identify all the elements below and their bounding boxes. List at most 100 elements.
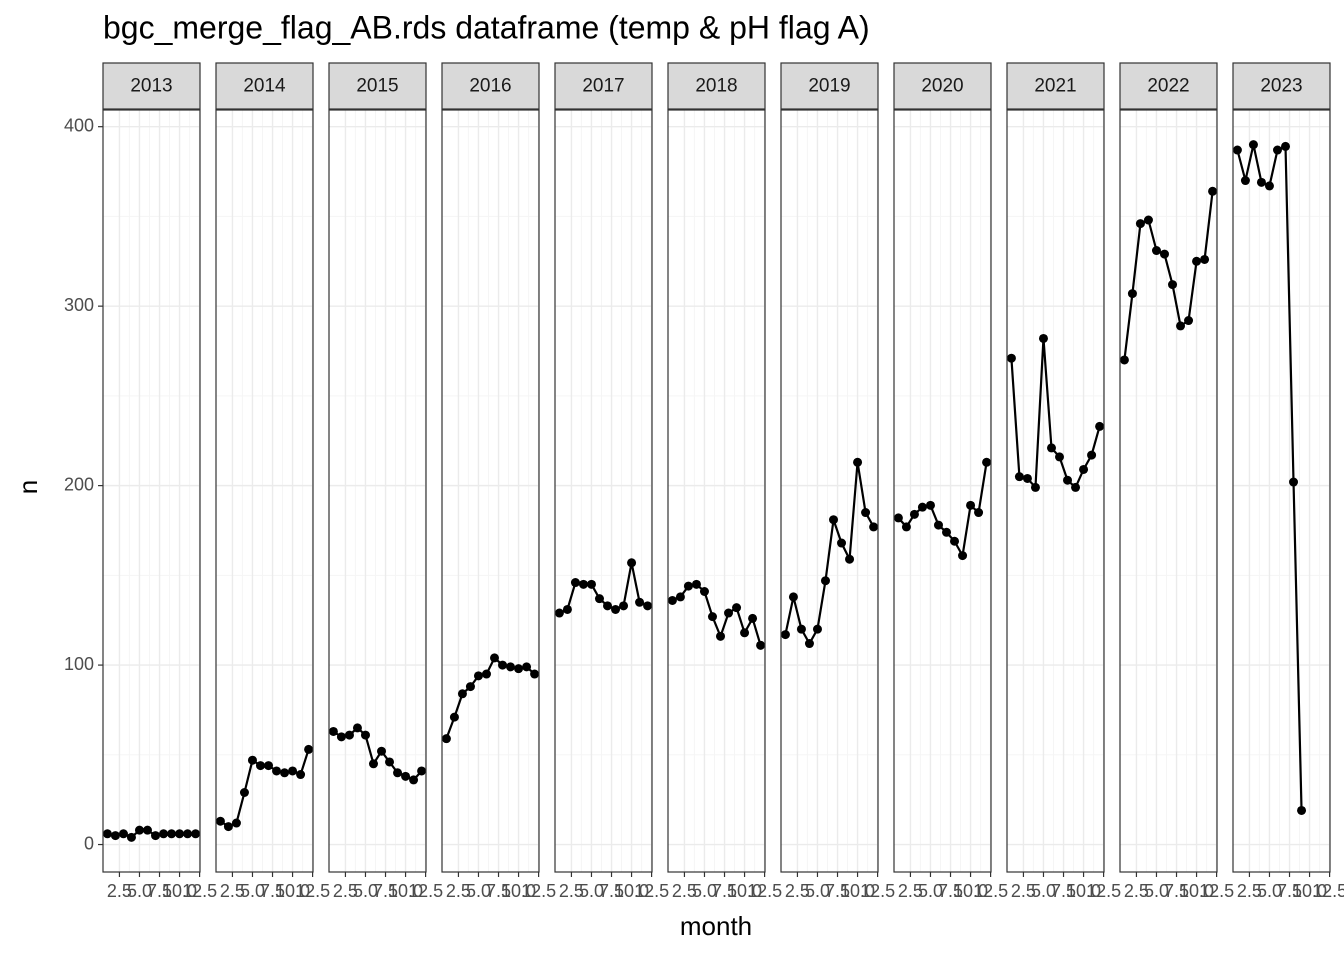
panel-border [893, 109, 992, 873]
data-point [473, 671, 483, 681]
panel-background [1120, 110, 1217, 872]
x-tick-label: 7.5 [373, 881, 398, 901]
data-point [707, 612, 717, 622]
data-point [159, 829, 169, 839]
strip-label: 2022 [1147, 76, 1189, 97]
panel-border [1232, 109, 1331, 873]
panel-background [216, 110, 313, 872]
x-tick-label: 5.0 [805, 881, 830, 901]
data-point [958, 551, 968, 561]
x-tick-label: 12.5 [860, 881, 895, 901]
x-tick-label: 5.0 [240, 881, 265, 901]
x-tick-label: 2.5 [446, 881, 471, 901]
data-point [191, 829, 201, 839]
x-tick-label: 12.5 [295, 881, 330, 901]
data-point [611, 604, 621, 614]
data-point [1159, 249, 1169, 259]
x-tick-label: 7.5 [712, 881, 737, 901]
data-point [231, 818, 241, 828]
x-tick-label: 12.5 [408, 881, 443, 901]
data-point [344, 730, 354, 740]
data-point [264, 761, 274, 771]
data-point [1071, 482, 1081, 492]
x-tick-label: 5.0 [1031, 881, 1056, 901]
data-point [1168, 280, 1178, 290]
x-tick-label: 7.5 [825, 881, 850, 901]
data-point [239, 787, 249, 797]
data-point [869, 522, 879, 532]
data-point [1014, 472, 1024, 482]
data-point [102, 829, 112, 839]
x-tick-label: 5.0 [1257, 881, 1282, 901]
x-tick-label: 10.0 [1292, 881, 1327, 901]
x-tick-label: 2.5 [672, 881, 697, 901]
x-tick-label: 2.5 [559, 881, 584, 901]
data-point [586, 579, 596, 589]
data-point [1200, 254, 1210, 264]
data-point [368, 759, 378, 769]
data-point [788, 592, 798, 602]
data-point [804, 639, 814, 649]
data-point [909, 509, 919, 519]
data-point [304, 744, 314, 754]
data-point [151, 831, 161, 841]
data-point [352, 723, 362, 733]
data-point [820, 576, 830, 586]
data-point [385, 757, 395, 767]
data-point [328, 726, 338, 736]
y-tick-label: 300 [64, 295, 94, 315]
data-point [441, 734, 451, 744]
x-tick-label: 2.5 [1237, 881, 1262, 901]
strip [328, 62, 427, 110]
data-point [1063, 475, 1073, 485]
x-tick-label: 12.5 [521, 881, 556, 901]
panel-border [215, 109, 314, 873]
data-point [562, 604, 572, 614]
data-point [1079, 464, 1089, 474]
strip [215, 62, 314, 110]
x-tick-label: 12.5 [1086, 881, 1121, 901]
data-point [1151, 246, 1161, 256]
data-point [1297, 805, 1307, 815]
x-tick-label: 12.5 [747, 881, 782, 901]
x-tick-label: 7.5 [1164, 881, 1189, 901]
panel-border [328, 109, 427, 873]
y-tick-label: 0 [84, 833, 94, 853]
data-point [167, 829, 177, 839]
data-point [1264, 181, 1274, 191]
strip [780, 62, 879, 110]
strip [1232, 62, 1331, 110]
panel-background [1233, 110, 1330, 872]
x-tick-label: 7.5 [599, 881, 624, 901]
data-point [925, 500, 935, 510]
data-point [215, 816, 225, 826]
x-tick-label: 12.5 [973, 881, 1008, 901]
data-point [409, 775, 419, 785]
data-point [699, 586, 709, 596]
x-axis-label: month [680, 911, 752, 941]
data-point [296, 770, 306, 780]
data-point [578, 579, 588, 589]
data-point [247, 755, 257, 765]
data-point [417, 766, 427, 776]
data-point [974, 508, 984, 518]
strip [1119, 62, 1218, 110]
data-point [853, 457, 863, 467]
data-point [1176, 321, 1186, 331]
data-point [118, 829, 128, 839]
panel-border [102, 109, 201, 873]
data-point [635, 597, 645, 607]
x-tick-label: 12.5 [182, 881, 217, 901]
x-tick-label: 10.0 [1066, 881, 1101, 901]
data-point [942, 527, 952, 537]
y-axis-label: n [13, 480, 43, 494]
panel-background [781, 110, 878, 872]
x-tick-label: 10.0 [388, 881, 423, 901]
y-tick-label: 200 [64, 474, 94, 494]
data-point [901, 522, 911, 532]
x-tick-label: 7.5 [1051, 881, 1076, 901]
strip-label: 2014 [243, 76, 286, 97]
data-point [530, 669, 540, 679]
x-tick-label: 2.5 [107, 881, 132, 901]
x-tick-label: 2.5 [1124, 881, 1149, 901]
